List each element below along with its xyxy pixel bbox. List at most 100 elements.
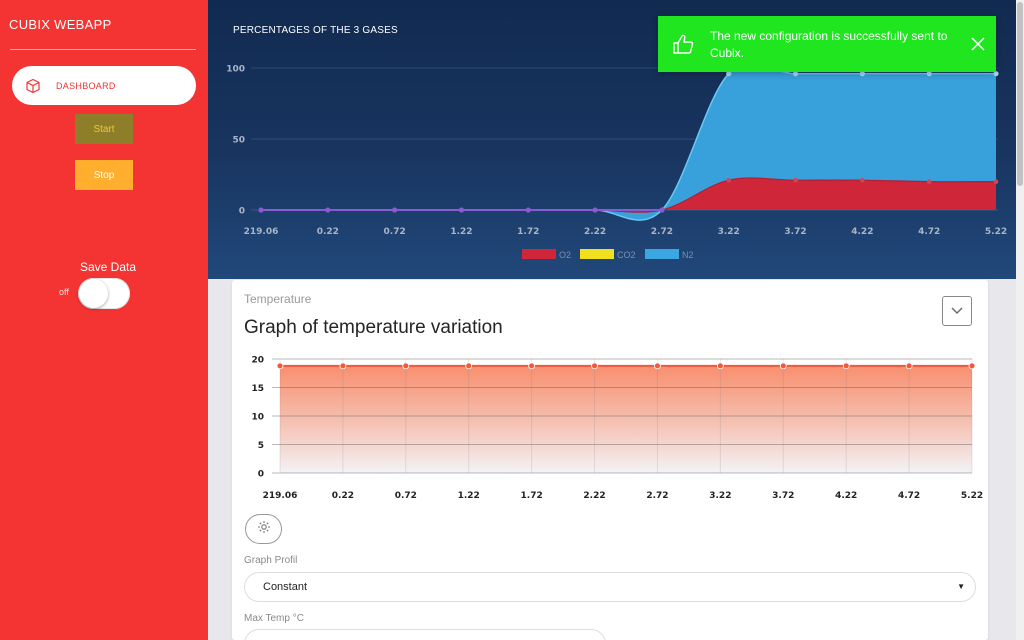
legend-swatch-o2 — [522, 249, 556, 259]
legend-swatch-n2 — [645, 249, 679, 259]
sidebar: CUBIX WEBAPP DASHBOARD Start Stop Save D… — [0, 0, 208, 640]
sidebar-item-dashboard[interactable]: DASHBOARD — [12, 66, 196, 105]
gas-ytick-label: 0 — [239, 207, 245, 217]
temperature-point — [779, 362, 787, 370]
settings-button[interactable] — [245, 514, 282, 544]
gas-chart-title: PERCENTAGES OF THE 3 GASES — [233, 25, 398, 36]
temp-xtick-label: 3.22 — [709, 491, 731, 501]
success-notification: The new configuration is successfully se… — [658, 16, 996, 72]
n2-point — [525, 207, 531, 213]
gas-ytick-label: 100 — [226, 65, 245, 75]
gas-xtick-label: 2.22 — [584, 227, 606, 237]
box-icon — [24, 77, 42, 95]
gas-xtick-label: 219.06 — [244, 227, 279, 237]
n2-point — [726, 71, 732, 77]
temp-xtick-label: 1.22 — [458, 491, 480, 501]
stop-button[interactable]: Stop — [75, 160, 133, 190]
temperature-point — [465, 362, 473, 370]
temp-xtick-label: 2.22 — [583, 491, 605, 501]
o2-point — [726, 177, 732, 183]
o2-point — [793, 177, 798, 183]
temperature-point — [591, 362, 598, 370]
n2-point — [993, 71, 999, 77]
close-icon[interactable] — [970, 36, 986, 52]
temp-ytick-label: 5 — [258, 441, 264, 451]
series-area-n2 — [261, 63, 996, 221]
temperature-card: Temperature Graph of temperature variati… — [232, 280, 988, 640]
gas-chart: 0 50 100 219.06 0.22 0.72 1.22 1.72 2.22 2.72 3.22… — [226, 62, 1007, 260]
o2-point — [993, 179, 999, 184]
toggle-state-label: off — [59, 287, 69, 297]
n2-point — [659, 207, 665, 213]
dropdown-caret-icon: ▼ — [957, 582, 965, 591]
n2-point — [592, 207, 598, 213]
temperature-point — [402, 362, 410, 370]
temp-xtick-label: 4.22 — [835, 491, 857, 501]
legend-label-n2: N2 — [682, 250, 694, 260]
temperature-point — [905, 362, 913, 370]
temp-ytick-label: 20 — [251, 356, 264, 366]
temperature-point — [654, 362, 661, 370]
n2-point — [325, 207, 331, 213]
gas-xtick-label: 0.22 — [317, 227, 339, 237]
temperature-point — [842, 362, 850, 370]
legend-label-o2: O2 — [559, 250, 571, 260]
n2-point — [258, 207, 264, 213]
n2-point — [458, 207, 465, 213]
gas-xtick-label: 4.72 — [918, 227, 940, 237]
temperature-point — [716, 362, 724, 370]
series-area-o2 — [261, 177, 996, 213]
sidebar-item-label: DASHBOARD — [56, 80, 116, 91]
gas-xtick-label: 4.22 — [851, 227, 873, 237]
temperature-area — [280, 365, 972, 473]
brand-divider — [10, 49, 196, 50]
gas-xtick-label: 3.72 — [784, 227, 806, 237]
graph-profil-select[interactable]: Constant ▼ — [244, 572, 976, 602]
temp-xtick-label: 2.72 — [646, 491, 668, 501]
n2-point — [392, 207, 398, 213]
temp-xtick-label: 0.72 — [395, 491, 417, 501]
gas-xtick-label: 5.22 — [985, 227, 1007, 237]
temp-xtick-label: 5.22 — [961, 491, 983, 501]
start-button[interactable]: Start — [75, 114, 133, 144]
legend-swatch-co2 — [580, 249, 614, 259]
temperature-point — [968, 362, 976, 370]
temperature-point — [339, 362, 347, 370]
scrollbar-thumb[interactable] — [1017, 2, 1023, 186]
save-data-toggle[interactable] — [78, 278, 130, 309]
temp-ytick-label: 15 — [251, 384, 264, 394]
card-category: Temperature — [244, 292, 312, 306]
save-data-label: Save Data — [79, 260, 137, 274]
thumbs-up-icon — [672, 33, 694, 55]
temp-xtick-label: 219.06 — [263, 491, 298, 501]
temp-xtick-label: 4.72 — [898, 491, 920, 501]
n2-point — [792, 71, 799, 77]
app-brand: CUBIX WEBAPP — [9, 17, 112, 32]
temp-ytick-label: 0 — [258, 470, 264, 480]
gas-xtick-label: 0.72 — [384, 227, 406, 237]
gas-xtick-label: 2.72 — [651, 227, 673, 237]
chevron-down-icon — [950, 302, 964, 320]
temp-xtick-label: 1.72 — [521, 491, 543, 501]
temperature-chart: 0 5 10 15 20 219.06 0.22 0.72 1.22 1.72 2.22 2.72 3.… — [251, 356, 983, 502]
notification-message: The new configuration is successfully se… — [710, 29, 948, 60]
gas-xtick-label: 1.72 — [517, 227, 539, 237]
temperature-point — [528, 362, 536, 370]
toggle-knob[interactable] — [79, 279, 108, 308]
graph-profil-label: Graph Profil — [244, 555, 298, 566]
page-scrollbar[interactable] — [1016, 0, 1024, 640]
temperature-point — [276, 362, 284, 370]
temp-xtick-label: 3.72 — [772, 491, 794, 501]
max-temp-label: Max Temp °C — [244, 613, 304, 624]
max-temp-input[interactable] — [244, 629, 606, 640]
temp-xtick-label: 0.22 — [332, 491, 354, 501]
legend-label-co2: CO2 — [617, 250, 636, 260]
collapse-button[interactable] — [942, 296, 972, 326]
gas-ytick-label: 50 — [232, 136, 245, 146]
o2-point — [926, 179, 932, 184]
o2-point — [860, 177, 865, 183]
card-title: Graph of temperature variation — [244, 317, 503, 338]
n2-point — [926, 71, 932, 77]
gas-xtick-label: 3.22 — [718, 227, 740, 237]
n2-point — [859, 71, 865, 77]
